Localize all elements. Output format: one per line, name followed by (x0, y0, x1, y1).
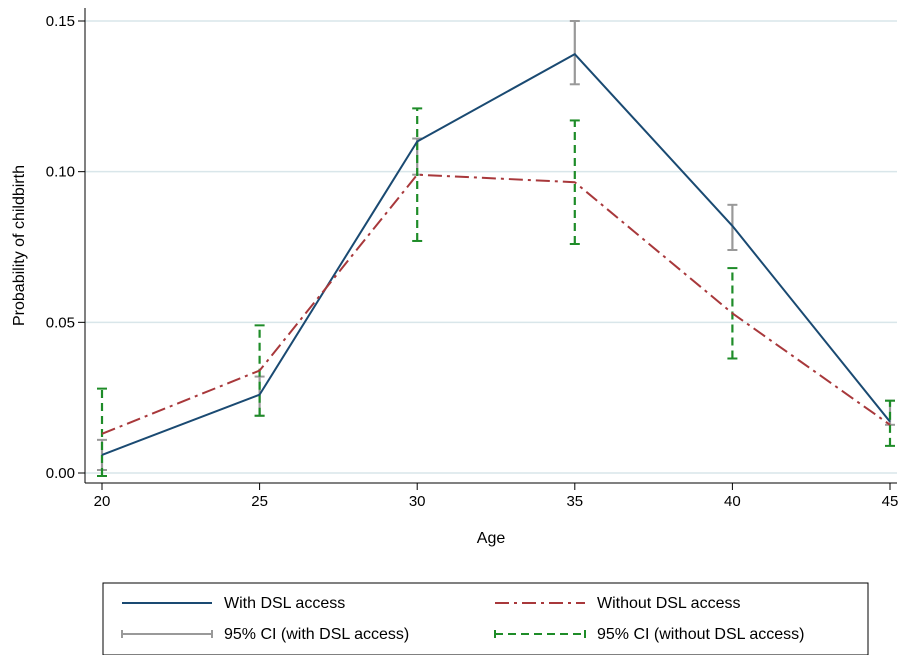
legend: With DSL access Without DSL access 95% CI … (102, 582, 869, 655)
series-line (101, 53, 891, 456)
series-lines (101, 53, 891, 456)
x-axis-title: Age (477, 530, 506, 547)
gridlines (85, 20, 897, 474)
axes: 0.00 0.05 0.10 0.15 20 25 30 35 40 45 (46, 8, 899, 510)
x-tick-label: 25 (251, 493, 268, 510)
x-tick-label: 40 (724, 493, 741, 510)
legend-label: Without DSL access (597, 595, 740, 612)
x-tick-label: 35 (566, 493, 583, 510)
y-axis-title: Probability of childbirth (11, 165, 28, 326)
legend-label: 95% CI (without DSL access) (597, 626, 804, 643)
y-tick-label: 0.10 (46, 164, 75, 181)
y-tick-label: 0.00 (46, 465, 75, 482)
x-tick-label: 20 (94, 493, 111, 510)
x-tick-label: 30 (409, 493, 426, 510)
confidence-intervals (97, 20, 895, 478)
y-tick-label: 0.05 (46, 314, 75, 331)
legend-label: With DSL access (224, 595, 345, 612)
legend-label: 95% CI (with DSL access) (224, 626, 409, 643)
legend-box (102, 582, 869, 655)
x-tick-label: 45 (882, 493, 899, 510)
y-tick-label: 0.15 (46, 13, 75, 30)
series-line (101, 173, 891, 435)
